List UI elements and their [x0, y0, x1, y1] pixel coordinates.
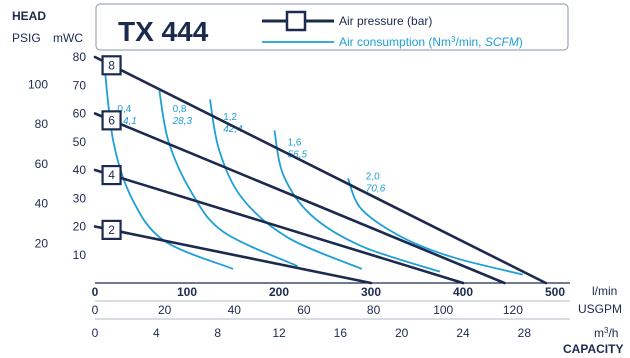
x-tick-m3h: 28	[518, 326, 532, 340]
x-axis-lpm-unit: l/min	[592, 284, 617, 298]
pressure-label-box	[101, 110, 122, 131]
y-axis-header: HEAD	[12, 9, 46, 23]
y-tick-mwc: 80	[73, 50, 87, 64]
x-tick-m3h: 8	[214, 326, 221, 340]
x-tick-m3h: 24	[456, 326, 470, 340]
pressure-label: 6	[108, 113, 115, 127]
y-tick-psig: 40	[35, 197, 49, 211]
pressure-line	[93, 168, 465, 285]
x-tick-usgpm: 120	[503, 303, 523, 317]
pressure-label: 8	[108, 58, 115, 72]
m3h-unit-tail: /h	[608, 326, 618, 340]
pressure-line	[93, 55, 548, 285]
consumption-label-scfm: 42,4	[223, 124, 243, 135]
y-axis-ticks: 10 20 30 40 50 60 70 80 20 40 60 80 100	[28, 50, 86, 262]
consumption-curve	[158, 90, 298, 267]
x-tick-m3h: 4	[153, 326, 160, 340]
consumption-label-scfm: 70,6	[366, 184, 386, 195]
x-tick-m3h: 0	[92, 326, 99, 340]
legend-consumption-end: )	[519, 35, 523, 49]
x-tick-usgpm: 40	[228, 303, 242, 317]
pressure-label: 2	[108, 223, 115, 237]
x-tick-usgpm: 80	[367, 303, 381, 317]
m3h-unit-main: m	[594, 326, 604, 340]
pressure-line	[93, 225, 373, 285]
pressure-label-box	[101, 164, 122, 186]
x-tick-lpm: 100	[177, 285, 197, 299]
x-tick-usgpm: 60	[297, 303, 311, 317]
x-tick-m3h: 16	[334, 326, 348, 340]
legend-consumption-scfm: SCFM	[485, 35, 519, 49]
consumption-curves: 0,414,1 0,828,3 1,242,4 1,656,5 2,070,6	[103, 62, 524, 276]
x-tick-lpm: 300	[361, 285, 381, 299]
legend-consumption-label: Air consumption (Nm3/min, SCFM)	[339, 35, 523, 49]
consumption-label-nm3: 1,6	[288, 138, 302, 149]
x-axis-usgpm-unit: USGPM	[578, 302, 622, 316]
y-tick-mwc: 20	[73, 220, 87, 234]
y-tick-psig: 80	[35, 117, 49, 131]
y-tick-psig: 60	[35, 157, 49, 171]
legend-frame	[95, 3, 569, 51]
consumption-label-scfm: 56,5	[288, 150, 308, 161]
x-axis-m3h-unit: m3/h	[594, 326, 618, 340]
y-tick-psig: 20	[35, 236, 49, 250]
y-tick-mwc: 10	[73, 248, 87, 262]
y-axis-psig-unit: PSIG	[12, 31, 41, 45]
legend-consumption-main: Air consumption (Nm	[339, 35, 451, 49]
pressure-lines: 8 6 4 2	[93, 55, 548, 285]
legend-pressure-box	[285, 10, 307, 32]
x-axis-ticks: 0 100 200 300 400 500 0 20 40 60 80 100 120 0 4 8 12 16 20…	[92, 285, 566, 340]
x-tick-lpm: 0	[92, 285, 99, 299]
pressure-label-box	[101, 219, 122, 240]
consumption-curve	[209, 99, 363, 270]
consumption-label-nm3: 0,4	[117, 104, 131, 115]
pressure-label: 4	[108, 168, 115, 182]
x-tick-lpm: 400	[453, 285, 473, 299]
pressure-line	[93, 112, 506, 285]
y-tick-mwc: 50	[73, 135, 87, 149]
x-tick-m3h: 20	[395, 326, 409, 340]
x-tick-lpm: 200	[269, 285, 289, 299]
x-tick-usgpm: 100	[433, 303, 453, 317]
y-axis-mwc-unit: mWC	[53, 31, 83, 45]
consumption-label-scfm: 14,1	[117, 116, 136, 127]
y-tick-mwc: 30	[73, 191, 87, 205]
x-tick-usgpm: 0	[92, 303, 99, 317]
consumption-label-nm3: 2,0	[366, 172, 380, 183]
x-tick-usgpm: 20	[158, 303, 172, 317]
y-tick-psig: 100	[28, 77, 48, 91]
legend-panel: TX 444 Air pressure (bar) Air consumptio…	[95, 3, 569, 51]
pressure-label-box	[101, 55, 122, 76]
chart-title: TX 444	[118, 16, 209, 47]
y-tick-mwc: 40	[73, 163, 87, 177]
consumption-curve	[273, 130, 441, 273]
consumption-curve	[347, 178, 524, 276]
legend-consumption-tail: /min,	[455, 35, 484, 49]
consumption-label-nm3: 0,8	[173, 104, 187, 115]
x-tick-lpm: 500	[545, 285, 565, 299]
x-tick-m3h: 12	[272, 326, 286, 340]
m3h-unit-sup: 3	[604, 326, 609, 335]
y-tick-mwc: 70	[73, 78, 87, 92]
x-axis-capacity-label: CAPACITY	[563, 342, 623, 356]
consumption-label-nm3: 1,2	[223, 112, 237, 123]
consumption-label-scfm: 28,3	[172, 116, 193, 127]
legend-consumption-sup: 3	[451, 35, 456, 44]
y-tick-mwc: 60	[73, 107, 87, 121]
legend-pressure-label: Air pressure (bar)	[339, 14, 432, 28]
